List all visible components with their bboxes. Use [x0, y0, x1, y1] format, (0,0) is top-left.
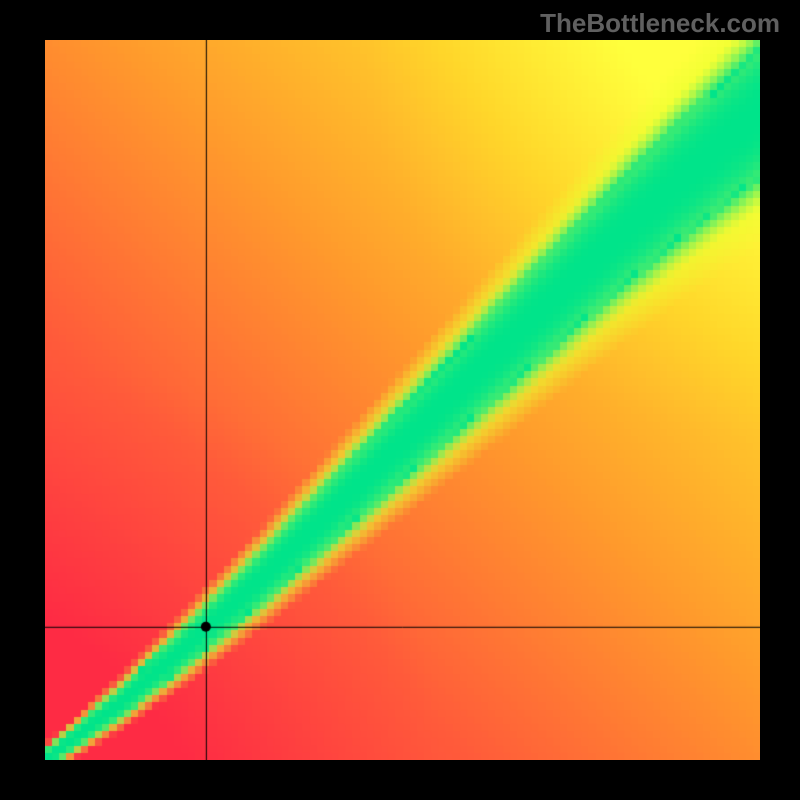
watermark-text: TheBottleneck.com	[540, 8, 780, 39]
bottleneck-heatmap	[45, 40, 760, 760]
